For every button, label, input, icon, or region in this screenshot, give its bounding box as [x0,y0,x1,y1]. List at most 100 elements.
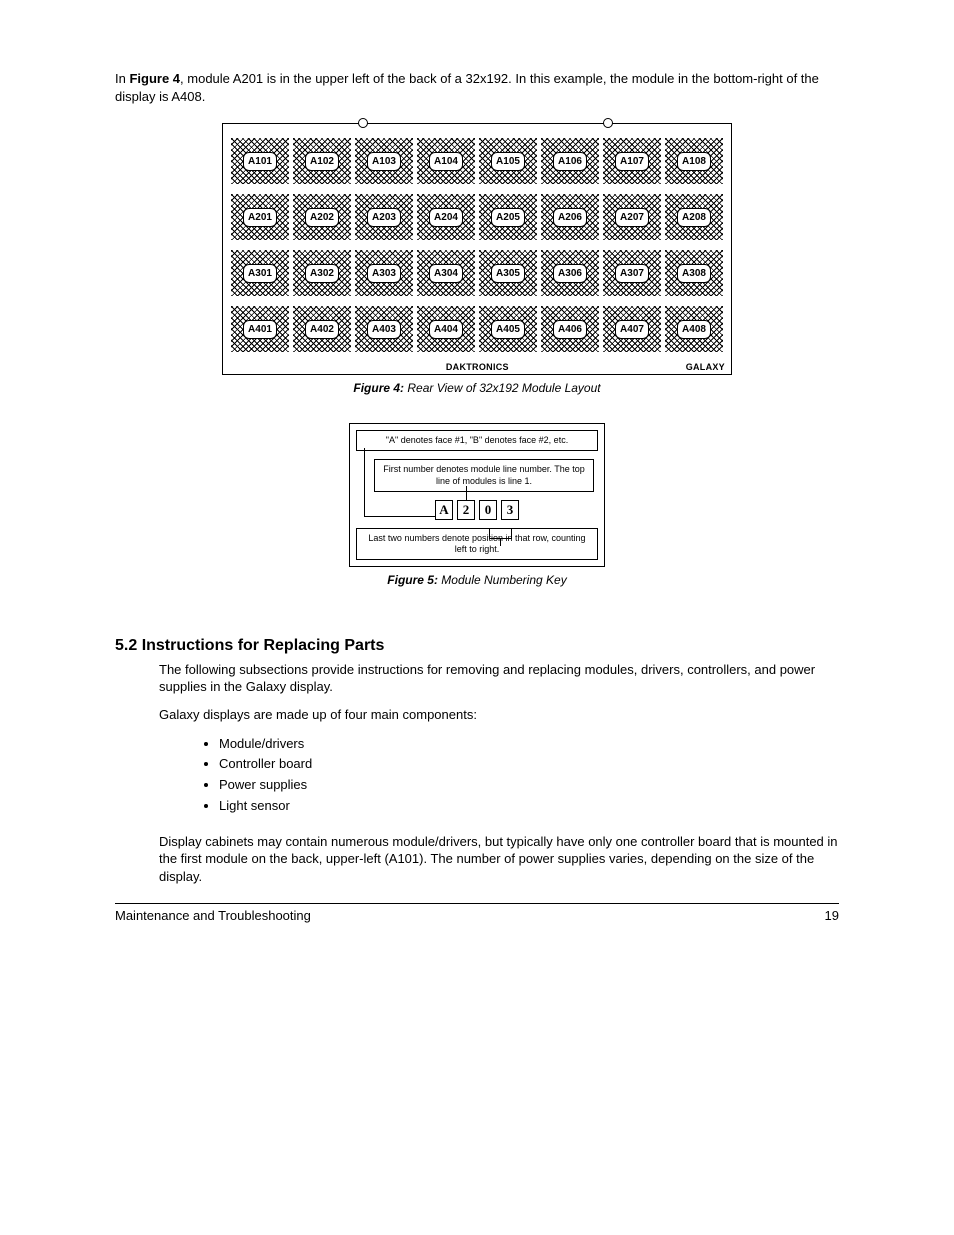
figure-4: A101 A102 A103 A104 A105 A106 A107 A108 … [115,123,839,395]
numkey-box-1: "A" denotes face #1, "B" denotes face #2… [356,430,598,451]
module-cell: A401 [231,306,289,352]
module-panel: A101 A102 A103 A104 A105 A106 A107 A108 … [222,123,732,375]
module-cell: A408 [665,306,723,352]
figure-5-inner: "A" denotes face #1, "B" denotes face #2… [349,423,605,587]
intro-paragraph: In Figure 4, module A201 is in the upper… [115,70,839,105]
connector-line [511,528,512,538]
figure-5-caption: Figure 5: Module Numbering Key [349,573,605,587]
module-cell: A406 [541,306,599,352]
module-cell: A103 [355,138,413,184]
section-5-2-para-3: Display cabinets may contain numerous mo… [159,833,839,886]
module-cell: A403 [355,306,413,352]
module-rows: A101 A102 A103 A104 A105 A106 A107 A108 … [223,130,731,352]
module-label: A101 [243,152,277,171]
module-cell: A102 [293,138,351,184]
module-cell: A101 [231,138,289,184]
module-label: A307 [615,264,649,283]
module-label: A301 [243,264,277,283]
module-label: A106 [553,152,587,171]
module-cell: A105 [479,138,537,184]
footer-page-number: 19 [825,908,839,923]
list-item: Module/drivers [219,734,839,755]
module-cell: A306 [541,250,599,296]
module-label: A306 [553,264,587,283]
module-cell: A307 [603,250,661,296]
module-label: A407 [615,320,649,339]
module-cell: A106 [541,138,599,184]
list-item: Power supplies [219,775,839,796]
module-row: A401 A402 A403 A404 A405 A406 A407 A408 [231,306,723,352]
list-item: Controller board [219,754,839,775]
connector-line [489,528,490,538]
module-label: A108 [677,152,711,171]
intro-fig-ref: Figure 4 [129,71,180,86]
module-label: A308 [677,264,711,283]
module-cell: A305 [479,250,537,296]
eyebolt-icon [358,118,368,128]
panel-footer: DAKTRONICS GALAXY [223,362,731,374]
numkey-char: A [435,500,453,520]
figure-5: "A" denotes face #1, "B" denotes face #2… [115,423,839,587]
module-label: A201 [243,208,277,227]
module-cell: A207 [603,194,661,240]
page: In Figure 4, module A201 is in the upper… [0,0,954,923]
figure-4-caption-bold: Figure 4: [353,381,404,395]
module-cell: A302 [293,250,351,296]
module-cell: A404 [417,306,475,352]
module-cell: A206 [541,194,599,240]
figure-4-caption-rest: Rear View of 32x192 Module Layout [404,381,601,395]
module-cell: A203 [355,194,413,240]
module-cell: A104 [417,138,475,184]
module-label: A405 [491,320,525,339]
figure-4-caption: Figure 4: Rear View of 32x192 Module Lay… [222,381,732,395]
module-cell: A201 [231,194,289,240]
footer-rule [115,903,839,904]
footer-left: Maintenance and Troubleshooting [115,908,311,923]
eyebolt-icon [603,118,613,128]
module-label: A406 [553,320,587,339]
section-5-2-para-1: The following subsections provide instru… [159,661,839,696]
module-label: A103 [367,152,401,171]
module-label: A204 [429,208,463,227]
module-label: A305 [491,264,525,283]
module-label: A304 [429,264,463,283]
connector-line [500,538,501,546]
module-cell: A204 [417,194,475,240]
numbering-key: "A" denotes face #1, "B" denotes face #2… [349,423,605,567]
module-label: A205 [491,208,525,227]
module-cell: A301 [231,250,289,296]
module-label: A107 [615,152,649,171]
numkey-char: 3 [501,500,519,520]
module-label: A408 [677,320,711,339]
module-label: A102 [305,152,339,171]
module-cell: A208 [665,194,723,240]
intro-text-1: In [115,71,129,86]
page-footer: Maintenance and Troubleshooting 19 [115,908,839,923]
module-label: A207 [615,208,649,227]
figure-5-caption-rest: Module Numbering Key [438,573,567,587]
module-cell: A303 [355,250,413,296]
section-heading-5-2: 5.2 Instructions for Replacing Parts [115,635,839,657]
component-list: Module/drivers Controller board Power su… [159,734,839,817]
numkey-code: A 2 0 3 [356,500,598,520]
module-cell: A405 [479,306,537,352]
numkey-char: 0 [479,500,497,520]
module-cell: A202 [293,194,351,240]
numkey-box-2: First number denotes module line number.… [374,459,594,492]
numkey-box-3: Last two numbers denote position in that… [356,528,598,561]
module-label: A302 [305,264,339,283]
module-row: A201 A202 A203 A204 A205 A206 A207 A208 [231,194,723,240]
module-label: A206 [553,208,587,227]
module-label: A104 [429,152,463,171]
module-cell: A108 [665,138,723,184]
panel-footer-right: GALAXY [686,362,725,372]
intro-text-2: , module A201 is in the upper left of th… [115,71,819,104]
module-label: A403 [367,320,401,339]
module-cell: A107 [603,138,661,184]
section-5-2-para-2: Galaxy displays are made up of four main… [159,706,839,724]
module-label: A202 [305,208,339,227]
list-item: Light sensor [219,796,839,817]
module-cell: A402 [293,306,351,352]
module-label: A303 [367,264,401,283]
figure-4-inner: A101 A102 A103 A104 A105 A106 A107 A108 … [222,123,732,395]
